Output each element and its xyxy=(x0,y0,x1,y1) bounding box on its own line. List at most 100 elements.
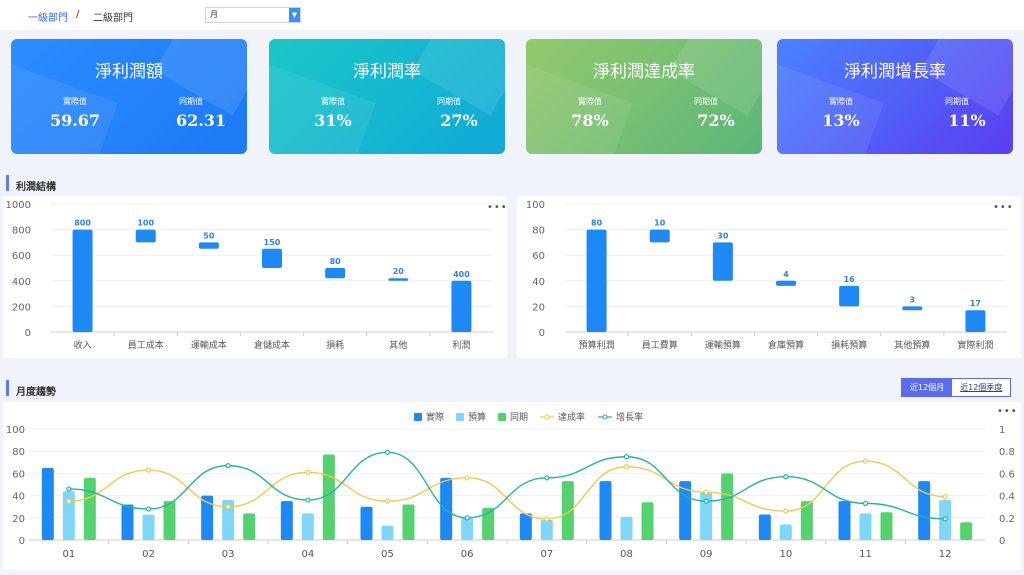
data-label: 100 xyxy=(137,219,154,228)
kpi-prev-value: 62.31 xyxy=(175,111,227,130)
waterfall-bar xyxy=(839,285,860,307)
data-label: 400 xyxy=(453,270,470,279)
x-tick-label: 倉庫預算 xyxy=(768,339,804,351)
breadcrumb-level-1[interactable]: 一級部門 xyxy=(28,13,68,24)
data-label: 80 xyxy=(330,257,342,266)
bar-實際 xyxy=(679,481,692,540)
x-tick-label: 02 xyxy=(142,549,155,560)
point-增長率 xyxy=(305,497,311,503)
point-增長率 xyxy=(862,500,869,506)
waterfall-bar xyxy=(325,268,346,279)
bar-實際 xyxy=(519,513,532,540)
point-達成率 xyxy=(384,498,391,504)
point-達成率 xyxy=(225,504,231,510)
y-tick-label: 20 xyxy=(532,302,545,313)
x-tick-label: 損耗 xyxy=(326,339,344,351)
waterfall-panel-right: 0 20 40 60 80 100 80 預算利潤 10 員工費算 30 運輸預算 4 倉庫預算 16 損耗預… xyxy=(517,196,1021,358)
more-icon[interactable]: ••• xyxy=(487,202,508,213)
point-增長率 xyxy=(384,449,391,455)
bar-實際 xyxy=(758,514,771,540)
y-tick-label: 600 xyxy=(12,251,31,262)
y2-tick-label: 1 xyxy=(999,425,1005,436)
data-label: 16 xyxy=(844,275,856,284)
chevron-down-icon[interactable]: ▼ xyxy=(289,8,300,22)
data-label: 150 xyxy=(264,238,281,247)
x-tick-label: 09 xyxy=(700,549,713,560)
waterfall-bar xyxy=(451,280,472,332)
line-增長率 xyxy=(68,451,946,520)
bar-預算 xyxy=(700,492,713,540)
y-tick-label: 20 xyxy=(12,514,25,525)
y2-tick-label: 0.6 xyxy=(999,469,1015,480)
top-bar: 一級部門 / 二級部門 月 ▼ xyxy=(0,0,1024,30)
breadcrumb-level-2[interactable]: 二級部門 xyxy=(93,13,133,24)
kpi-prev-value: 72% xyxy=(697,111,735,130)
kpi-actual-label: 實際值 xyxy=(829,97,853,106)
x-tick-label: 收入 xyxy=(74,339,92,351)
more-icon[interactable]: ••• xyxy=(993,202,1014,213)
x-tick-label: 06 xyxy=(461,549,474,560)
legend-swatch xyxy=(414,413,422,421)
data-label: 17 xyxy=(970,299,981,308)
kpi-actual-label: 實際值 xyxy=(63,97,87,106)
y-tick-label: 0 xyxy=(19,536,25,547)
kpi-title: 淨利潤率 xyxy=(353,62,421,82)
kpi-prev-value: 11% xyxy=(948,111,986,130)
data-label: 800 xyxy=(74,219,91,228)
bar-預算 xyxy=(461,517,474,540)
point-增長率 xyxy=(145,506,152,512)
bar-預算 xyxy=(62,491,75,540)
legend-swatch xyxy=(602,414,608,420)
more-icon[interactable]: ••• xyxy=(997,406,1018,417)
kpi-prev-value: 27% xyxy=(440,111,478,130)
kpi-prev-label: 同期值 xyxy=(437,97,461,106)
y-tick-label: 80 xyxy=(532,226,545,237)
waterfall-panel-left: 0 200 400 600 800 1000 800 收入 100 員工成本 50 運輸成本 150 倉儲… xyxy=(3,196,507,358)
point-達成率 xyxy=(145,467,152,473)
section-title-profit-structure: 利潤結構 xyxy=(6,175,56,193)
kpi-actual-value: 13% xyxy=(822,111,860,130)
line-達成率 xyxy=(68,460,946,520)
bar-同期 xyxy=(800,501,813,540)
kpi-card-net-profit-rate: 淨利潤率 實際值 同期值 31% 27% xyxy=(269,39,505,154)
kpi-actual-value: 78% xyxy=(571,111,609,130)
point-增長率 xyxy=(623,454,630,460)
y-tick-label: 60 xyxy=(12,469,25,480)
kpi-actual-value: 31% xyxy=(314,111,352,130)
kpi-card-achievement-rate: 淨利潤達成率 實際值 同期值 78% 72% xyxy=(526,39,762,154)
bar-同期 xyxy=(402,504,415,540)
x-tick-label: 員工成本 xyxy=(128,339,164,351)
x-tick-label: 員工費算 xyxy=(642,339,678,351)
waterfall-bar xyxy=(388,278,409,281)
bar-預算 xyxy=(301,513,314,540)
tab-12-quarters[interactable]: 近12個季度 xyxy=(952,379,1011,396)
bar-同期 xyxy=(163,501,176,540)
data-label: 4 xyxy=(783,270,789,279)
waterfall-bar xyxy=(776,280,796,286)
data-label: 30 xyxy=(717,231,729,240)
y-tick-label: 0 xyxy=(539,328,545,339)
kpi-prev-label: 同期值 xyxy=(945,97,969,106)
bar-預算 xyxy=(779,524,792,540)
point-增長率 xyxy=(942,516,948,522)
x-tick-label: 04 xyxy=(301,549,314,560)
x-tick-label: 10 xyxy=(779,549,792,560)
point-增長率 xyxy=(703,498,709,504)
period-select[interactable]: 月 ▼ xyxy=(205,7,301,23)
kpi-card-growth-rate: 淨利潤增長率 實際值 同期值 13% 11% xyxy=(777,39,1013,154)
y-tick-label: 800 xyxy=(12,226,31,237)
kpi-title: 淨利潤達成率 xyxy=(593,62,695,82)
tab-12-months[interactable]: 近12個月 xyxy=(902,379,953,396)
y2-tick-label: 0.8 xyxy=(999,447,1015,458)
data-label: 10 xyxy=(654,219,666,228)
kpi-card-net-profit: 淨利潤額 實際值 同期值 59.67 62.31 xyxy=(11,39,247,154)
waterfall-bar xyxy=(198,242,219,249)
waterfall-bar xyxy=(135,229,156,243)
y-tick-label: 100 xyxy=(6,425,25,436)
breadcrumb-separator: / xyxy=(76,9,80,20)
bar-預算 xyxy=(381,525,394,540)
point-達成率 xyxy=(783,508,789,514)
point-增長率 xyxy=(66,486,72,492)
bar-實際 xyxy=(360,506,373,540)
x-tick-label: 預算利潤 xyxy=(579,339,615,351)
